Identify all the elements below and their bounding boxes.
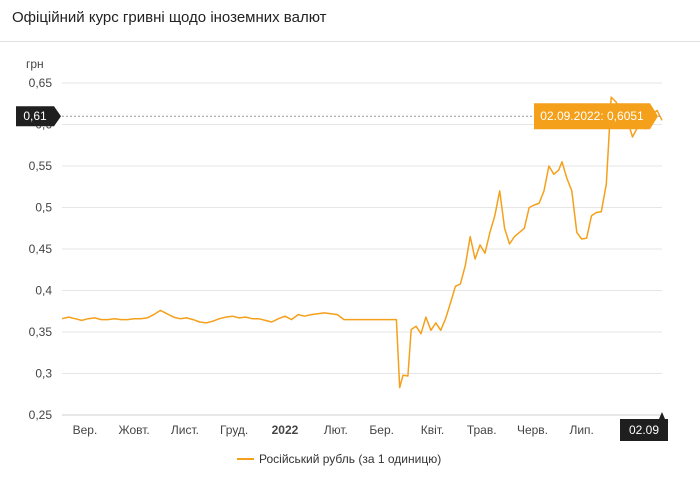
x-tick-label: Черв. — [517, 423, 548, 437]
series-layer — [61, 96, 663, 389]
tooltip — [534, 103, 658, 130]
y-tick-label: 0,25 — [29, 408, 53, 422]
x-tick-label: Лист. — [171, 423, 199, 437]
x-tick-label: Лют. — [324, 423, 348, 437]
series-line — [61, 96, 663, 389]
crosshair: 0,61 02.09 02.09.2022: 0,6051 — [16, 103, 668, 441]
chart-header: Офіційний курс гривні щодо іноземних вал… — [0, 0, 700, 42]
x-tick-label: 2022 — [272, 423, 299, 437]
y-tick-label: 0,35 — [29, 325, 53, 339]
x-tick-label: Лип. — [569, 423, 593, 437]
y-tick-label: 0,65 — [29, 76, 53, 90]
x-tick-label: Вер. — [73, 423, 98, 437]
x-tick-label: Груд. — [220, 423, 248, 437]
y-tick-label: 0,4 — [35, 284, 52, 298]
crosshair-y-badge — [16, 106, 61, 127]
crosshair-x-badge — [620, 412, 668, 441]
y-tick-label: 0,5 — [35, 201, 52, 215]
x-axis-ticks: Вер. Жовт. Лист. Груд. 2022 Лют. Бер. Квіт. Трав… — [73, 423, 594, 437]
chart-title: Офіційний курс гривні щодо іноземних вал… — [12, 9, 327, 26]
legend-label: Російський рубль (за 1 одиницю) — [259, 452, 441, 466]
y-axis-unit: грн — [26, 57, 44, 71]
y-tick-label: 0,3 — [35, 367, 52, 381]
y-tick-label: 0,55 — [29, 159, 53, 173]
tooltip-text: 02.09.2022: 0,6051 — [540, 109, 644, 123]
crosshair-y-label: 0,61 — [23, 109, 47, 123]
x-tick-label: Жовт. — [119, 423, 150, 437]
y-axis-ticks: 0,650,60,550,50,450,40,350,30,25 — [29, 76, 53, 422]
x-tick-label: Трав. — [467, 423, 497, 437]
crosshair-x-label: 02.09 — [629, 423, 659, 437]
legend[interactable]: Російський рубль (за 1 одиницю) — [237, 452, 441, 466]
x-tick-label: Квіт. — [421, 423, 445, 437]
grid-lines — [62, 82, 662, 416]
x-tick-label: Бер. — [369, 423, 394, 437]
y-tick-label: 0,45 — [29, 242, 53, 256]
